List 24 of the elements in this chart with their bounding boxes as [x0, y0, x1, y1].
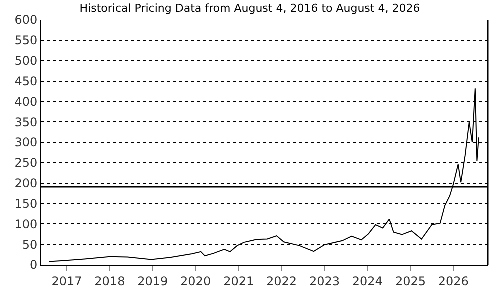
- x-tick-label: 2024: [352, 274, 383, 288]
- y-tick-label: 550: [14, 34, 38, 48]
- y-tick-label: 100: [14, 217, 38, 232]
- x-tick-label: 2026: [438, 274, 469, 288]
- x-tick-label: 2020: [180, 274, 212, 288]
- y-tick-label: 400: [14, 94, 38, 109]
- y-tick-label: 300: [14, 136, 38, 150]
- y-tick-label: 200: [14, 176, 38, 191]
- x-tick-label: 2017: [52, 274, 82, 288]
- x-tick-label: 2023: [309, 274, 340, 288]
- y-tick-label: 0: [30, 258, 38, 272]
- y-tick-label: 450: [14, 74, 38, 88]
- y-tick-label: 350: [14, 115, 38, 130]
- y-tick-label: 500: [14, 54, 38, 68]
- x-tick-label: 2019: [138, 274, 168, 288]
- x-tick-label: 2025: [395, 274, 426, 288]
- y-tick-label: 50: [22, 238, 38, 252]
- chart-title: Historical Pricing Data from August 4, 2016 to August 4, 2026: [80, 2, 420, 16]
- x-tick-label: 2022: [266, 274, 298, 288]
- y-tick-label: 600: [14, 13, 38, 28]
- y-tick-label: 150: [14, 196, 38, 211]
- y-tick-label: 250: [14, 156, 38, 170]
- x-tick-label: 2021: [224, 274, 254, 288]
- x-tick-label: 2018: [94, 274, 126, 288]
